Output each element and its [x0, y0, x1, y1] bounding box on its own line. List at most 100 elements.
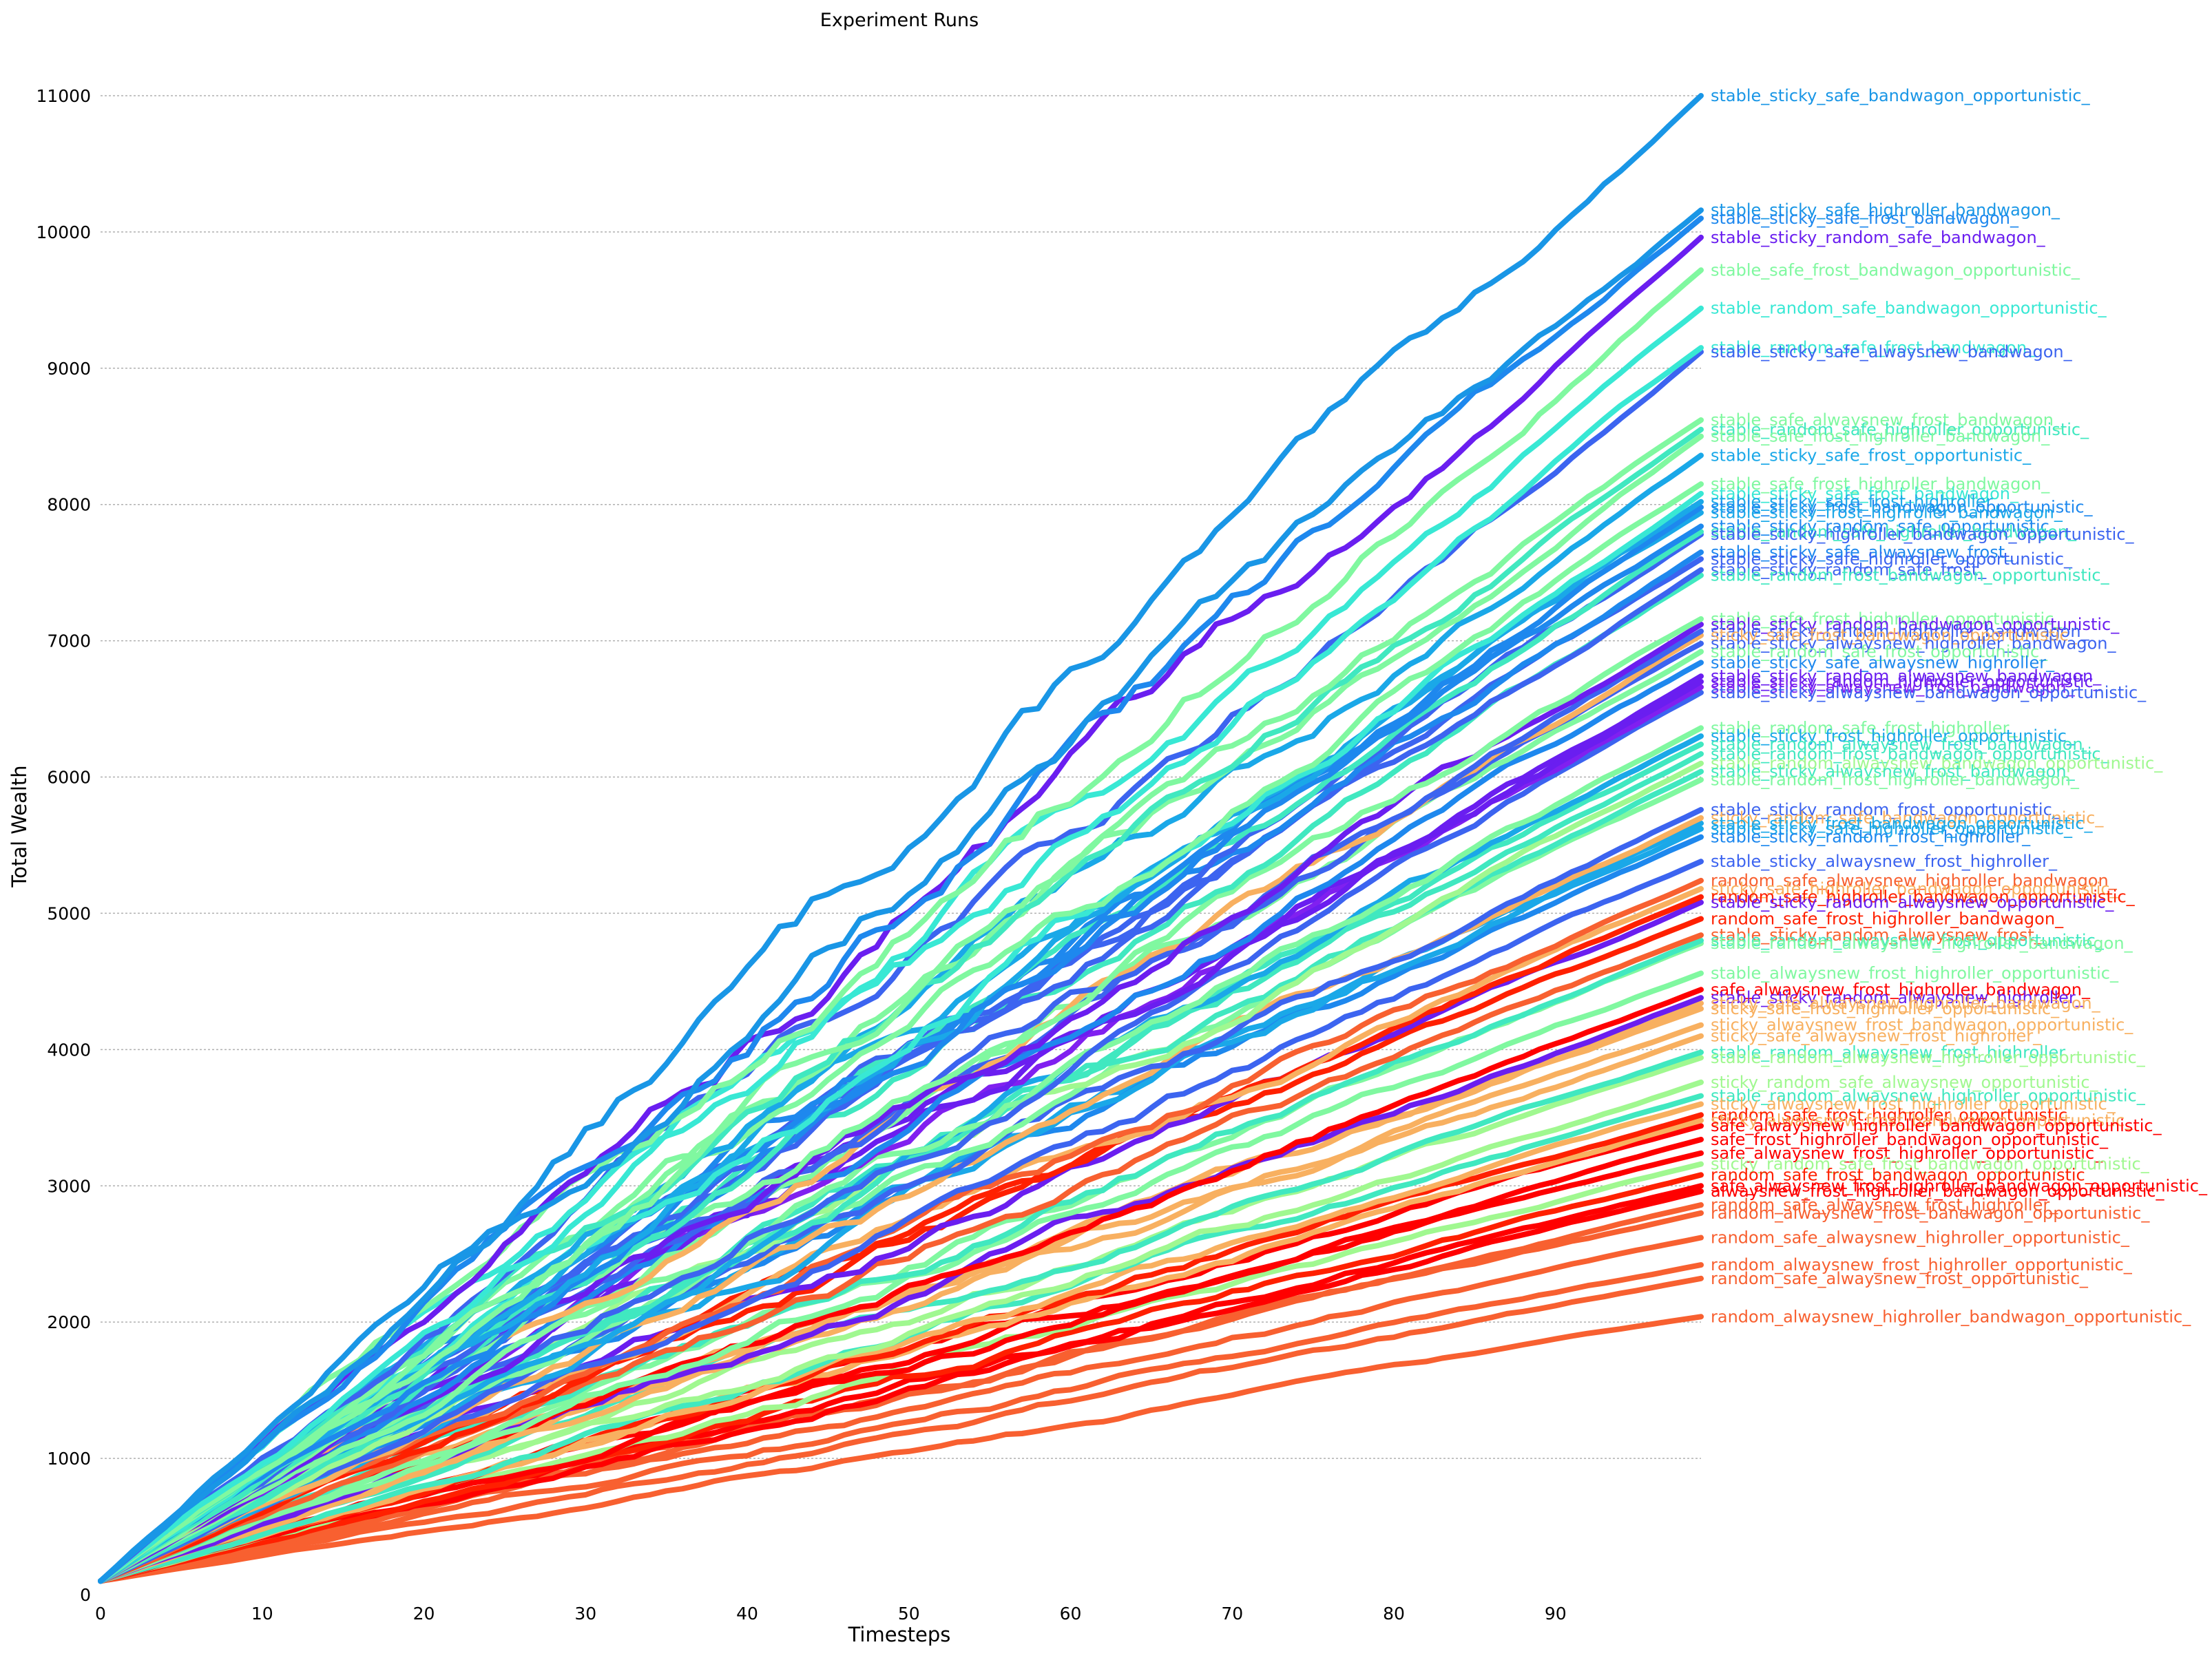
series-label: stable_sticky_safe_highroller_opportunis…: [1711, 549, 2073, 569]
y-tick-label: 2000: [47, 1312, 91, 1332]
labels-layer: stable_sticky_safe_bandwagon_opportunist…: [1711, 86, 2208, 1326]
series-label: stable_random_safe_bandwagon_opportunist…: [1711, 299, 2107, 318]
series-label: stable_sticky_highroller_bandwagon_oppor…: [1711, 525, 2134, 544]
series-label: sticky_alwaysnew_frost_bandwagon_opportu…: [1711, 1016, 2133, 1035]
y-tick-label: 5000: [47, 903, 91, 923]
series-label: stable_sticky_alwaysnew_frost_highroller…: [1711, 852, 2058, 871]
series-label: random_alwaysnew_frost_highroller_opport…: [1711, 1255, 2133, 1274]
series-line: [98, 932, 1704, 1584]
y-tick-label: 7000: [47, 631, 91, 651]
series-label: stable_sticky_alwaysnew_frost_bandwagon_: [1711, 678, 2076, 697]
chart-title: Experiment Runs: [820, 10, 979, 31]
series-label: random_safe_frost_bandwagon_opportunisti…: [1711, 1165, 2094, 1184]
series-label: stable_sticky_random_alwaysnew_bandwagon…: [1711, 667, 2102, 686]
series-label: stable_random_frost_highroller_bandwagon…: [1711, 770, 2080, 789]
y-tick-label: 8000: [47, 495, 91, 515]
series-label: stable_random_safe_frost_opportunistic_: [1711, 642, 2048, 661]
series-label: stable_sticky_random_frost_highroller_: [1711, 828, 2031, 847]
series-label: stable_sticky_safe_alwaysnew_highroller_: [1711, 653, 2055, 672]
series-label: stable_safe_frost_highroller_bandwagon_: [1711, 474, 2050, 494]
series-line: [98, 807, 1704, 1584]
series-label: stable_sticky_random_frost_opportunistic…: [1711, 800, 2061, 819]
axis-layer: 0100020003000400050006000700080009000100…: [36, 86, 1566, 1624]
series-line: [98, 628, 1704, 1584]
series-line: [98, 1101, 1704, 1584]
series-label: stable_safe_frost_bandwagon_opportunisti…: [1711, 260, 2080, 280]
series-label: stable_sticky_alwaysnew_highroller_bandw…: [1711, 634, 2117, 653]
series-line: [98, 207, 1704, 1584]
series-label: stable_random_frost_bandwagon_opportunis…: [1711, 566, 2110, 585]
series-label: stable_sticky_safe_highroller_bandwagon_: [1711, 200, 2060, 220]
series-label: safe_alwaysnew_frost_highroller_bandwago…: [1711, 980, 2091, 999]
series-label: sticky_random_safe_frost_bandwagon_oppor…: [1711, 1155, 2150, 1174]
series-label: stable_sticky_random_safe_bandwagon_: [1711, 228, 2046, 247]
series-line: [98, 660, 1704, 1584]
series-label: stable_sticky_alwaysnew_bandwagon_opport…: [1711, 683, 2147, 702]
series-line: [98, 970, 1704, 1584]
series-label: safe_alwaysnew_frost_highroller_opportun…: [1711, 1144, 2103, 1163]
series-label: stable_sticky_random_bandwagon_opportuni…: [1711, 615, 2120, 634]
y-tick-label: 1000: [47, 1449, 91, 1469]
series-line: [98, 1262, 1704, 1584]
x-tick-label: 90: [1545, 1604, 1567, 1624]
series-line: [98, 216, 1704, 1584]
x-tick-label: 40: [736, 1604, 758, 1624]
series-label: stable_sticky_random_highroller_opportun…: [1711, 672, 2103, 691]
series-label: stable_random_alwaysnew_highroller_oppor…: [1711, 1048, 2146, 1067]
x-tick-label: 10: [251, 1604, 273, 1624]
series-label: random_safe_alwaysnew_highroller_bandwag…: [1711, 871, 2118, 890]
series-label: stable_safe_frost_highroller_bandwagon_: [1711, 427, 2050, 446]
series-label: random_alwaysnew_highroller_bandwagon_op…: [1711, 1307, 2191, 1326]
series-label: stable_safe_frost_highroller_opportunist…: [1711, 609, 2063, 629]
series-line: [98, 433, 1704, 1584]
series-label: safe_alwaysnew_highroller_bandwagon_oppo…: [1711, 1116, 2162, 1135]
series-label: sticky_safe_highroller_bandwagon_opportu…: [1711, 879, 2119, 899]
series-label: sticky_alwaysnew_frost_bandwagon_opportu…: [1711, 1111, 2133, 1130]
series-label: stable_random_frost_bandwagon_opportunis…: [1711, 744, 2110, 764]
series-label: stable_sticky_safe_alwaysnew_frost_: [1711, 543, 2014, 562]
series-line: [98, 1172, 1704, 1584]
series-label: stable_sticky_safe_bandwagon_opportunist…: [1711, 86, 2091, 105]
series-line: [98, 1202, 1704, 1584]
y-tick-label: 6000: [47, 768, 91, 788]
series-label: stable_sticky_frost_highroller_bandwagon…: [1711, 503, 2063, 523]
x-tick-label: 80: [1383, 1604, 1405, 1624]
series-label: stable_sticky_alwaysnew_frost_bandwagon_: [1711, 762, 2076, 781]
y-tick-label: 0: [80, 1585, 91, 1605]
x-axis-label: Timesteps: [848, 1623, 951, 1646]
series-label: alwaysnew_frost_highroller_bandwagon_opp…: [1711, 1182, 2165, 1201]
series-label: stable_sticky_safe_frost_highroller_: [1711, 492, 2001, 512]
series-line: [98, 504, 1704, 1584]
series-label: stable_sticky_random_alwaysnew_highrolle…: [1711, 988, 2085, 1007]
y-tick-label: 10000: [36, 222, 91, 242]
series-line: [98, 894, 1704, 1584]
series-label: stable_random_alwaysnew_highroller_bandw…: [1711, 934, 2133, 953]
series-label: stable_random_alwaysnew_bandwagon_opport…: [1711, 754, 2163, 773]
series-line: [98, 417, 1704, 1584]
series-label: safe_frost_highroller_bandwagon_opportun…: [1711, 1130, 2109, 1149]
series-line: [98, 93, 1704, 1584]
series-label: stable_sticky_random_highroller_bandwago…: [1711, 622, 2090, 641]
series-label: random_safe_highroller_bandwagon_opportu…: [1711, 888, 2136, 907]
x-tick-label: 30: [574, 1604, 596, 1624]
y-tick-label: 3000: [47, 1176, 91, 1196]
series-label: stable_sticky_safe_frost_bandwagon_: [1711, 209, 2019, 228]
series-label: stable_random_alwaysnew_frost_highroller: [1711, 1042, 2065, 1062]
series-label: sticky_safe_frost_bandwagon_opportunisti…: [1711, 626, 2078, 645]
x-tick-label: 50: [898, 1604, 920, 1624]
series-line: [98, 267, 1704, 1584]
series-label: stable_sticky_safe_highroller_opportunis…: [1711, 819, 2073, 839]
series-label: stable_alwaysnew_frost_highroller_opport…: [1711, 964, 2119, 983]
series-label: random_safe_frost_highroller_opportunist…: [1711, 1105, 2076, 1124]
series-label: safe_alwaysnew_frost_highroller_bandwago…: [1711, 1176, 2208, 1195]
series-line: [98, 1275, 1704, 1584]
series-label: stable_sticky_random_safe_frost_: [1711, 560, 1987, 580]
series-label: stable_sticky_safe_alwaysnew_bandwagon_: [1711, 342, 2073, 361]
series-label: sticky_safe_alwaysnew_frost_highroller_: [1711, 1027, 2042, 1046]
series-label: random_safe_alwaysnew_frost_opportunisti…: [1711, 1269, 2089, 1288]
series-label: random_safe_frost_highroller_bandwagon_: [1711, 909, 2064, 928]
series-line: [98, 1314, 1704, 1584]
lines-layer: [98, 93, 1704, 1584]
series-label: stable_random_safe_highroller_bandwagon_: [1711, 522, 2077, 541]
